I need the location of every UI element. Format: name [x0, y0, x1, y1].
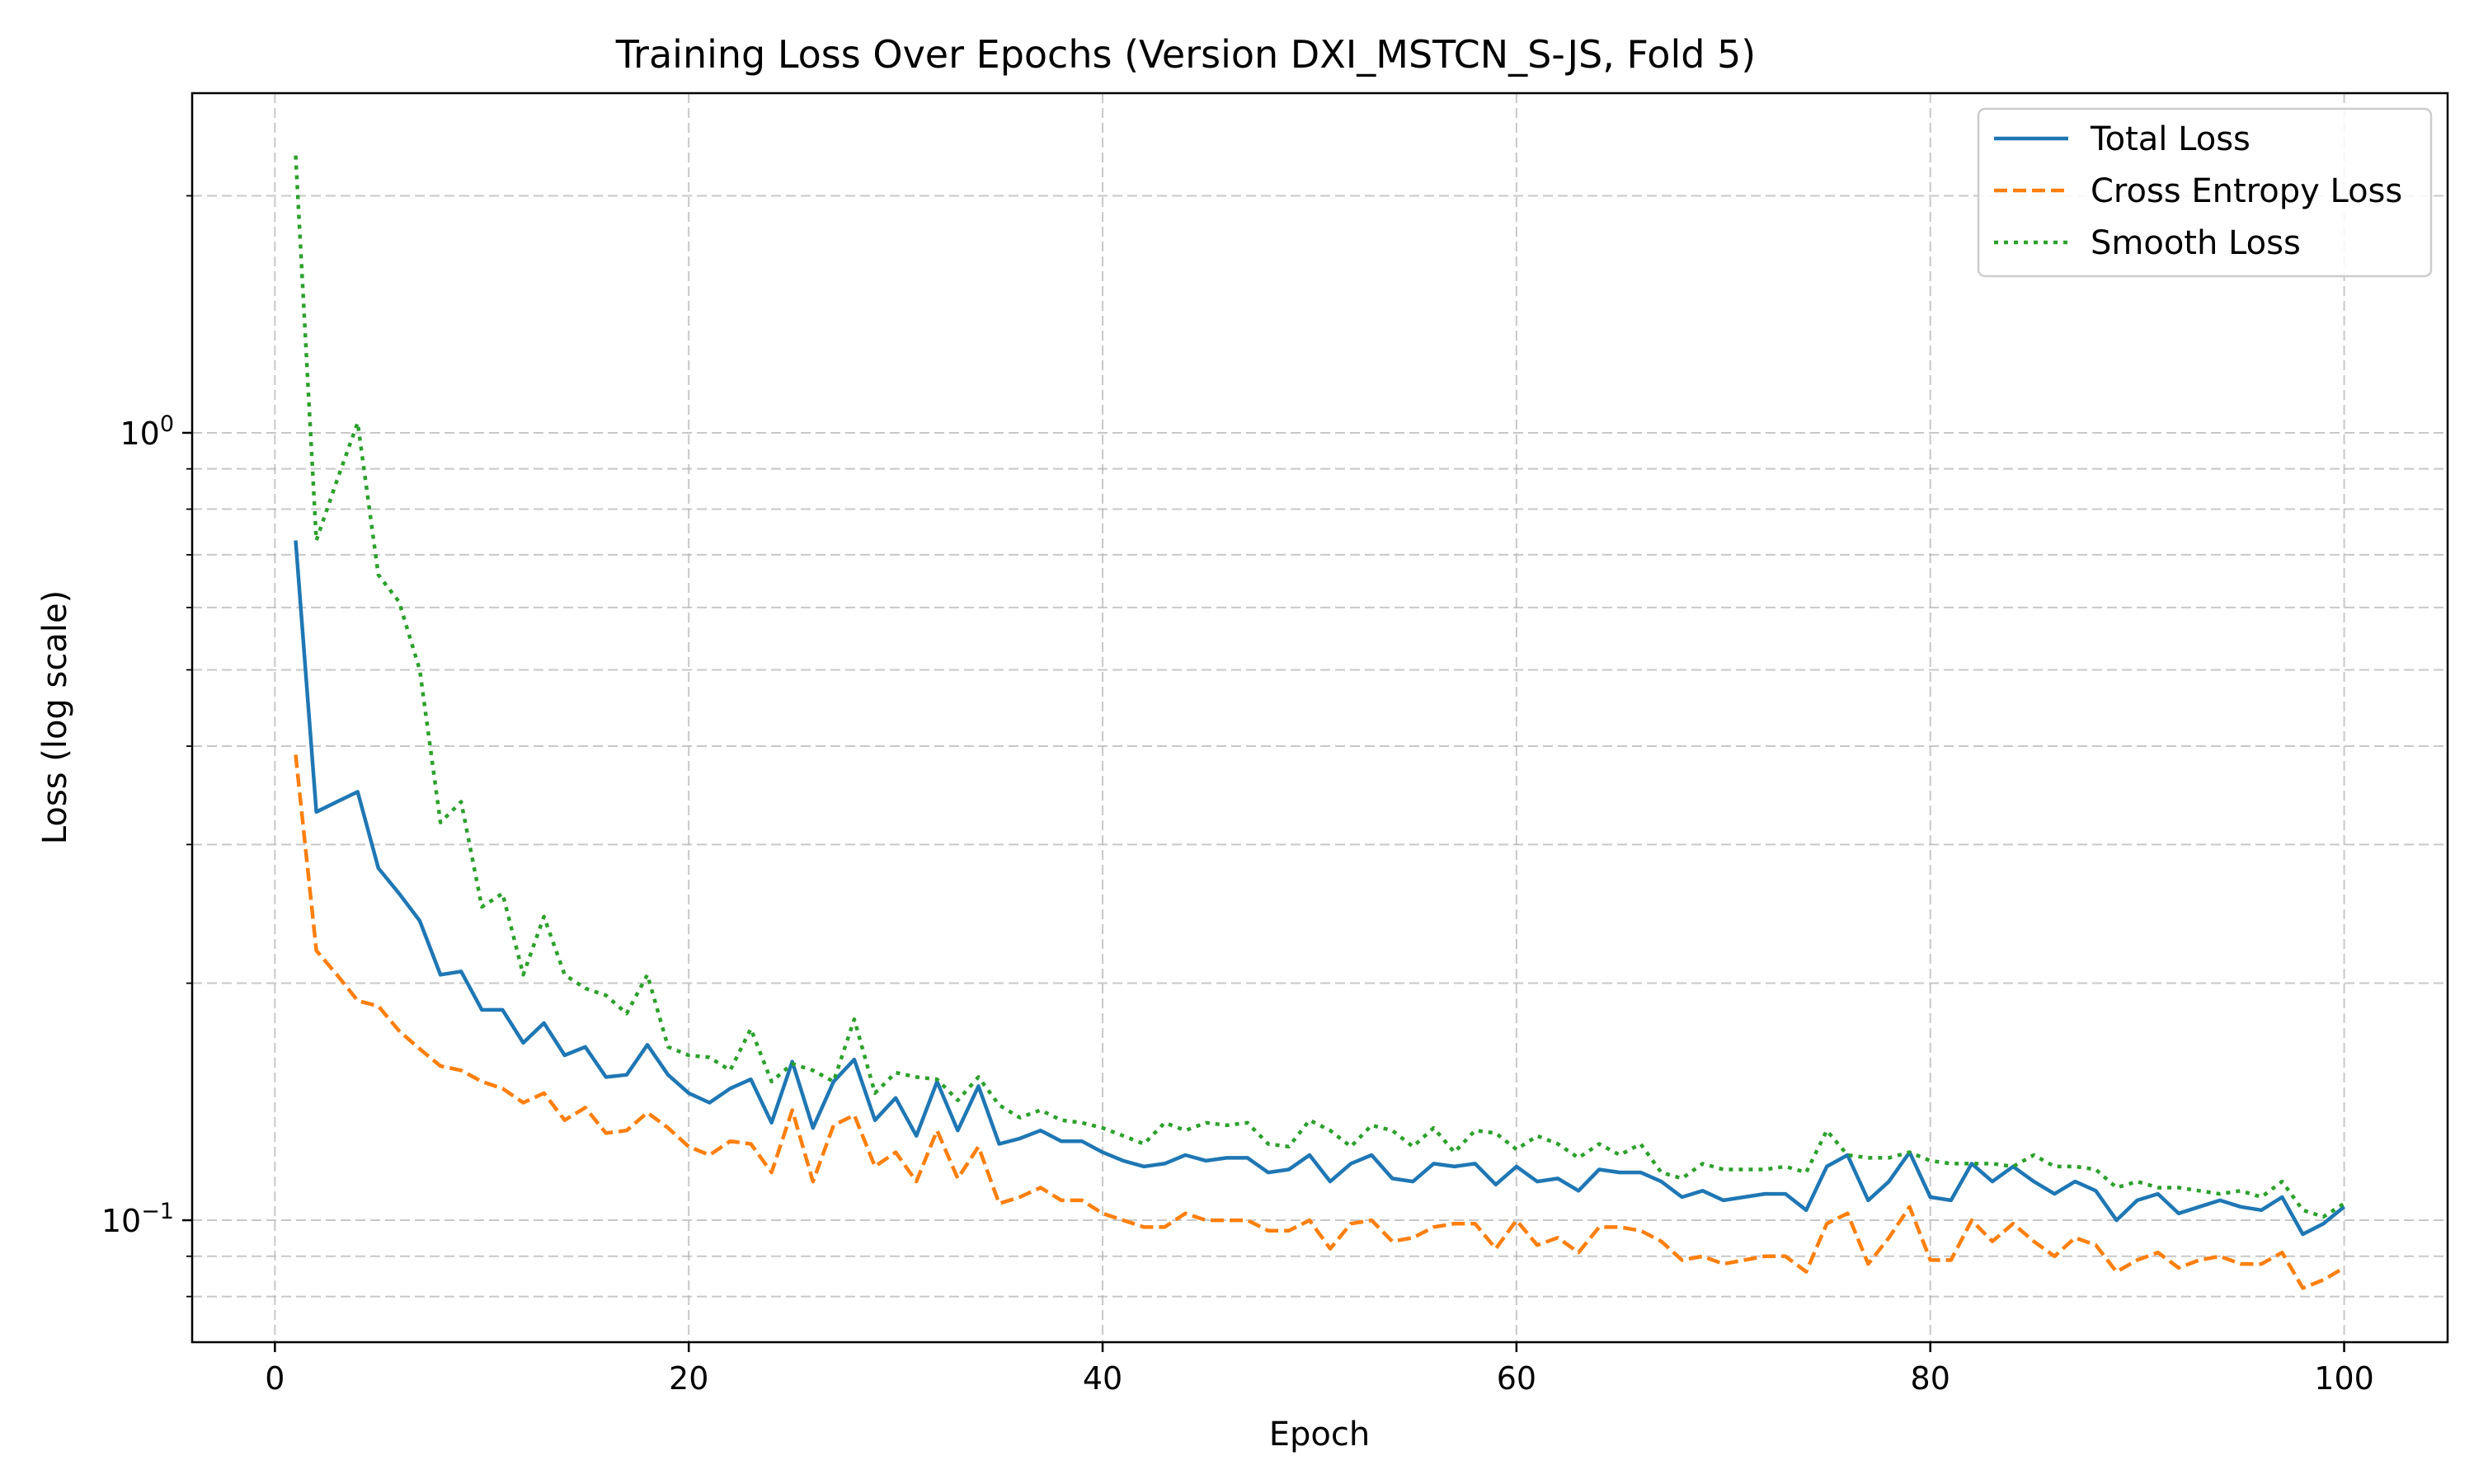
- x-tick-label: 20: [669, 1360, 708, 1397]
- grid-lines: [192, 93, 2448, 1342]
- legend-label-total-loss: Total Loss: [2090, 120, 2251, 158]
- y-tick-label: 100: [120, 411, 174, 452]
- series-line-smooth-loss: [294, 155, 2345, 1219]
- legend-box: [1977, 107, 2433, 278]
- axis-ticks: 0 20 40 60 80 100 100 10−1: [101, 195, 2374, 1397]
- plot-frame: [190, 92, 2449, 1344]
- chart-title: Training Loss Over Epochs (Version DXI_M…: [615, 32, 1757, 77]
- legend: Total Loss Cross Entropy Loss Smooth Los…: [1977, 107, 2433, 278]
- y-axis-label: Loss (log scale): [36, 590, 74, 844]
- x-tick-label: 100: [2314, 1360, 2374, 1397]
- x-tick-label: 80: [1911, 1360, 1950, 1397]
- series-layer: [294, 155, 2345, 1290]
- series-line-total-loss: [294, 540, 2345, 1237]
- legend-label-smooth-loss: Smooth Loss: [2091, 224, 2301, 262]
- x-tick-label: 40: [1083, 1360, 1122, 1397]
- legend-label-cross-entropy-loss: Cross Entropy Loss: [2091, 172, 2402, 210]
- y-tick-label: 10−1: [101, 1199, 174, 1239]
- x-tick-label: 60: [1497, 1360, 1536, 1397]
- series-line-cross-entropy-loss: [294, 754, 2345, 1290]
- x-tick-label: 0: [265, 1360, 285, 1397]
- x-axis-label: Epoch: [1269, 1416, 1370, 1453]
